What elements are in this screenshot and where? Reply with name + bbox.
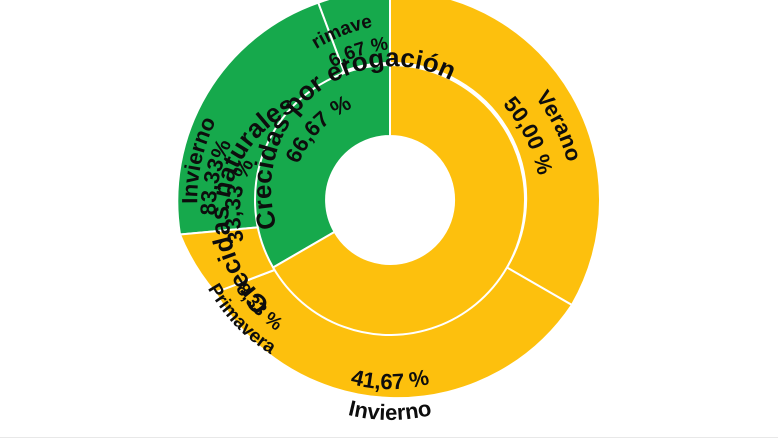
donut-center-hole <box>326 136 454 264</box>
inner-slice-crecidas-por-erogacion[interactable] <box>272 64 527 336</box>
label-invierno-erogacion-pct: 41,67 % <box>349 364 431 394</box>
label-invierno-erogacion: Invierno <box>346 395 433 425</box>
outer-slice-verano-erogacion[interactable] <box>389 0 602 306</box>
